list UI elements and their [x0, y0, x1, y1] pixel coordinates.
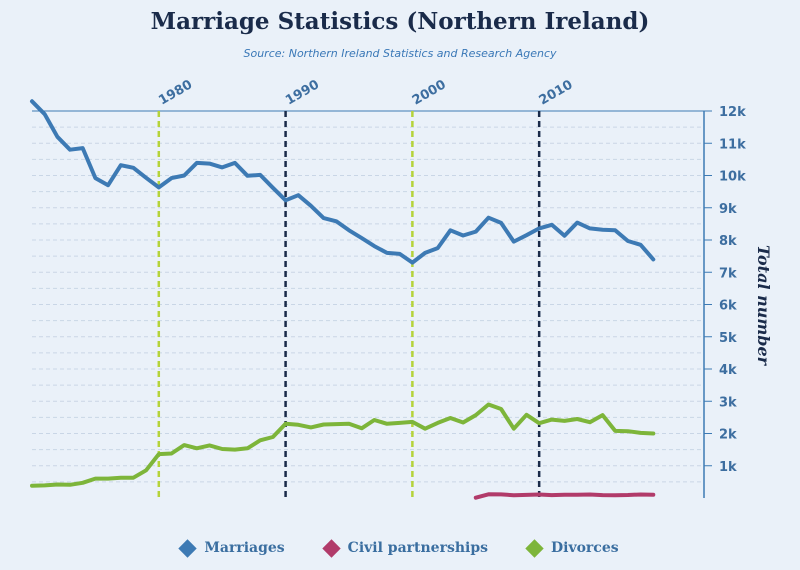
legend-marker-divorces [525, 538, 544, 558]
y-tick-label: 1k [719, 460, 737, 475]
y-tick-label: 7k [719, 266, 737, 281]
series-line-marriages [30, 99, 656, 265]
chart-title: Marriage Statistics (Northern Ireland) [150, 8, 650, 35]
y-tick-label: 12k [719, 105, 746, 120]
chart-subtitle: Source: Northern Ireland Statistics and … [243, 47, 557, 60]
y-tick-label: 10k [719, 170, 746, 185]
y-tick-label: 5k [719, 331, 737, 346]
chart-legend: Marriages Civil partnerships Divorces [0, 538, 800, 558]
y-tick-label: 11k [719, 137, 746, 152]
y-tick-label: 4k [719, 363, 737, 378]
legend-label-civil-partnerships: Civil partnerships [347, 540, 488, 556]
y-tick-label: 6k [719, 299, 737, 314]
plot-line-label-2010: 2010 [537, 77, 576, 108]
legend-item-divorces[interactable]: Divorces [525, 538, 619, 558]
y-axis-title: Total number [754, 245, 773, 367]
legend-marker-marriages [178, 538, 198, 558]
plot-line-label-1990: 1990 [283, 77, 322, 108]
y-tick-label: 2k [719, 428, 737, 443]
legend-item-marriages[interactable]: Marriages [178, 538, 285, 558]
y-tick-label: 9k [719, 202, 737, 217]
plot-line-label-2000: 2000 [410, 77, 449, 108]
plot-line-label-1980: 1980 [156, 77, 195, 108]
y-tick-label: 8k [719, 234, 737, 249]
series-line-divorces [30, 402, 656, 488]
legend-item-civil-partnerships[interactable]: Civil partnerships [321, 538, 488, 558]
legend-label-divorces: Divorces [551, 540, 619, 556]
series-line-civil-partnerships [473, 492, 656, 500]
legend-marker-civil-partnerships [321, 538, 341, 558]
y-tick-label: 3k [719, 395, 737, 410]
legend-label-marriages: Marriages [204, 540, 285, 556]
